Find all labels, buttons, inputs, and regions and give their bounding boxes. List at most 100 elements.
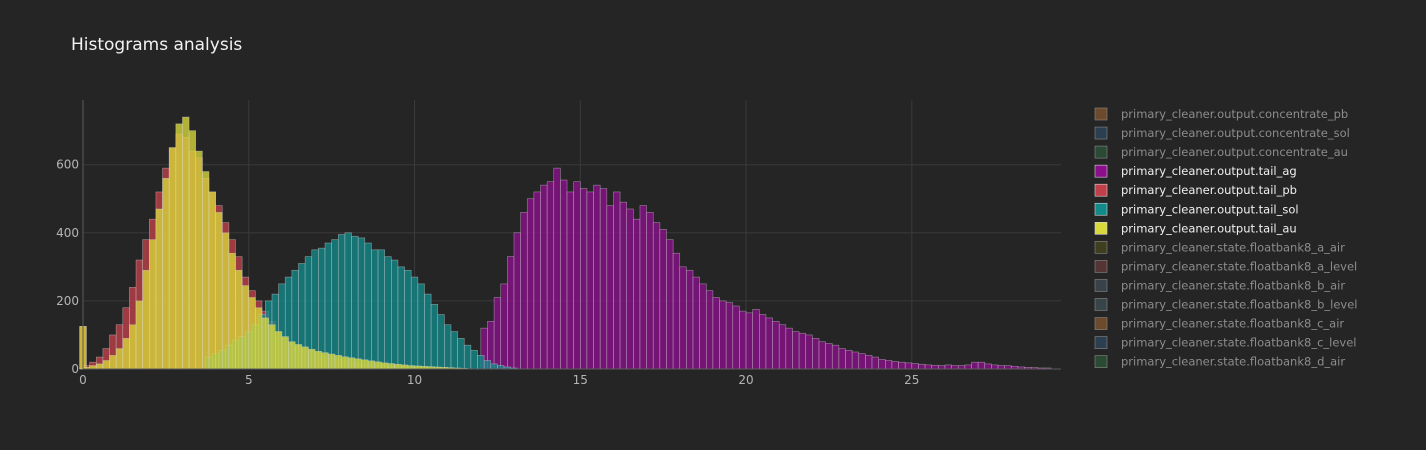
legend-label: primary_cleaner.state.floatbank8_b_level bbox=[1121, 298, 1357, 312]
legend-item[interactable]: primary_cleaner.output.concentrate_pb bbox=[1094, 107, 1348, 121]
chart-title: Histograms analysis bbox=[71, 35, 242, 55]
histogram-bar bbox=[904, 362, 913, 370]
legend-item[interactable]: primary_cleaner.state.floatbank8_b_level bbox=[1094, 298, 1357, 312]
histogram-bar bbox=[463, 344, 472, 370]
x-tick-label: 5 bbox=[245, 373, 253, 387]
histogram-bar bbox=[135, 300, 143, 370]
histogram-bar bbox=[798, 332, 807, 370]
x-tick-label: 25 bbox=[904, 373, 919, 387]
legend-swatch bbox=[1094, 260, 1108, 273]
histogram-bar bbox=[633, 218, 641, 370]
histogram-bar bbox=[526, 198, 535, 370]
histogram-bar bbox=[679, 266, 687, 370]
histogram-bar bbox=[938, 365, 946, 370]
legend-swatch bbox=[1094, 107, 1108, 121]
histogram-bar bbox=[931, 364, 939, 370]
histogram-bar bbox=[281, 336, 289, 370]
legend-item[interactable]: primary_cleaner.state.floatbank8_a_level bbox=[1094, 259, 1357, 273]
histogram-bar bbox=[497, 365, 505, 370]
histogram-bar bbox=[351, 235, 359, 370]
legend-item[interactable]: primary_cleaner.output.tail_sol bbox=[1094, 202, 1299, 216]
legend-item[interactable]: primary_cleaner.output.tail_au bbox=[1094, 221, 1297, 235]
legend-item[interactable]: primary_cleaner.state.floatbank8_d_air bbox=[1094, 355, 1345, 369]
histogram-bar bbox=[699, 283, 707, 370]
legend-label: primary_cleaner.state.floatbank8_b_air bbox=[1121, 278, 1345, 292]
histogram-bar bbox=[500, 283, 508, 370]
histogram-bar bbox=[792, 331, 800, 370]
histogram-bar bbox=[692, 276, 700, 370]
histogram-bar bbox=[301, 346, 309, 370]
histogram-bar bbox=[470, 349, 478, 370]
legend-label: primary_cleaner.state.floatbank8_a_level bbox=[1121, 259, 1357, 273]
histogram-bar bbox=[911, 363, 919, 370]
histogram-bar bbox=[626, 208, 634, 370]
histogram-bar bbox=[129, 324, 137, 370]
histogram-bar bbox=[586, 191, 594, 370]
histogram-bar bbox=[384, 256, 392, 370]
histogram-bar bbox=[328, 353, 336, 370]
histogram-bar bbox=[613, 191, 621, 370]
legend-item[interactable]: primary_cleaner.output.concentrate_sol bbox=[1094, 126, 1350, 140]
histogram-bar bbox=[924, 364, 933, 370]
histogram-bar bbox=[732, 305, 740, 370]
histogram-bar bbox=[752, 309, 760, 370]
axes: 0 5 10 15 20 25 0 200 400 600 bbox=[56, 100, 1061, 387]
histogram-bar bbox=[483, 360, 492, 370]
histogram-bar bbox=[540, 184, 548, 370]
histogram-bar bbox=[391, 259, 399, 370]
histogram-bar bbox=[102, 360, 110, 370]
legend-item[interactable]: primary_cleaner.state.floatbank8_b_air bbox=[1094, 278, 1345, 292]
histogram-bar bbox=[318, 247, 326, 370]
histogram-bar bbox=[195, 150, 203, 370]
legend-item[interactable]: primary_cleaner.state.floatbank8_c_air bbox=[1094, 317, 1344, 331]
legend-swatch bbox=[1094, 279, 1108, 292]
histogram-bar bbox=[858, 353, 866, 370]
legend-swatch bbox=[1094, 298, 1108, 311]
histogram-bar bbox=[818, 341, 826, 370]
legend-item[interactable]: primary_cleaner.output.tail_ag bbox=[1094, 164, 1297, 178]
histogram-bar bbox=[712, 297, 720, 370]
legend-item[interactable]: primary_cleaner.output.concentrate_au bbox=[1094, 145, 1348, 159]
histogram-bar bbox=[149, 239, 157, 370]
legend-item[interactable]: primary_cleaner.output.tail_pb bbox=[1094, 183, 1297, 197]
legend-swatch bbox=[1094, 202, 1108, 216]
legend-swatch bbox=[1094, 126, 1108, 140]
histogram-bar bbox=[477, 355, 485, 370]
histogram-bar bbox=[410, 276, 419, 370]
histogram-bar bbox=[579, 188, 588, 370]
histogram-bar bbox=[490, 363, 498, 370]
histogram-bar bbox=[450, 331, 458, 370]
y-tick-label: 0 bbox=[71, 362, 79, 376]
legend-item[interactable]: primary_cleaner.state.floatbank8_c_level bbox=[1094, 336, 1357, 350]
histogram-bar bbox=[997, 365, 1005, 370]
histogram-bar bbox=[334, 355, 342, 370]
histogram-bar bbox=[437, 314, 445, 370]
y-tick-label: 200 bbox=[56, 294, 79, 308]
histogram-bar bbox=[188, 130, 197, 370]
histogram-bar bbox=[109, 355, 117, 370]
histogram-bar bbox=[778, 324, 787, 370]
histogram-bar bbox=[274, 331, 283, 370]
legend-swatch bbox=[1094, 355, 1108, 368]
histogram-bar bbox=[546, 181, 555, 370]
legend-label: primary_cleaner.output.tail_au bbox=[1121, 221, 1297, 235]
histogram-bar bbox=[507, 256, 515, 370]
legend-label: primary_cleaner.output.tail_ag bbox=[1121, 164, 1297, 178]
histogram-bar bbox=[417, 283, 425, 370]
histogram-bar bbox=[361, 359, 369, 370]
histogram-bar bbox=[957, 365, 966, 370]
histogram-bar bbox=[321, 352, 329, 370]
histogram-bar bbox=[241, 285, 250, 370]
histogram-bar bbox=[255, 307, 263, 370]
histogram-bar bbox=[89, 365, 97, 370]
legend-swatch bbox=[1094, 241, 1108, 254]
legend-swatch bbox=[1094, 145, 1108, 159]
legend-item[interactable]: primary_cleaner.state.floatbank8_a_air bbox=[1094, 240, 1345, 254]
histogram-bar bbox=[122, 338, 130, 370]
histogram-bar bbox=[261, 317, 269, 370]
histogram-bar bbox=[606, 205, 614, 370]
histogram-bar bbox=[765, 317, 773, 370]
histogram-bar bbox=[639, 205, 647, 370]
legend-label: primary_cleaner.output.concentrate_au bbox=[1121, 145, 1348, 159]
histogram-bar bbox=[891, 361, 899, 370]
